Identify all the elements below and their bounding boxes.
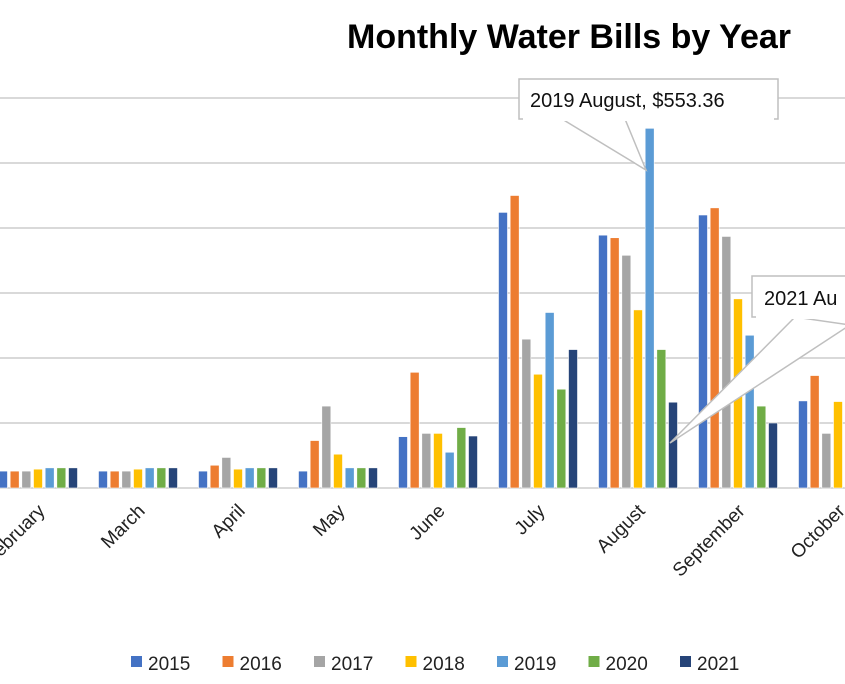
legend-swatch-2019 bbox=[497, 656, 508, 667]
bar-2021-august bbox=[668, 401, 678, 489]
bar-2018-may bbox=[333, 453, 343, 489]
legend-label: 2017 bbox=[331, 654, 373, 675]
bar-2021-march bbox=[168, 467, 178, 489]
bar-2016-june bbox=[409, 371, 420, 489]
bar-2018-october bbox=[833, 401, 843, 489]
bar-2020-may bbox=[356, 467, 367, 489]
legend-label: 2021 bbox=[697, 654, 739, 675]
bar-2019-july bbox=[544, 312, 555, 489]
bar-2021-june bbox=[468, 435, 478, 489]
x-tick-label: February bbox=[0, 500, 50, 569]
bar-2016-may bbox=[309, 440, 320, 489]
bar-2015-october bbox=[798, 400, 808, 489]
bar-2015-february bbox=[0, 470, 8, 489]
bar-2020-july bbox=[556, 388, 567, 489]
bar-2015-august bbox=[598, 234, 608, 489]
legend-label: 2018 bbox=[423, 654, 465, 675]
bar-2019-september bbox=[744, 334, 755, 489]
bar-2020-september bbox=[756, 405, 767, 489]
legend-label: 2019 bbox=[514, 654, 556, 675]
bar-2019-march bbox=[144, 467, 155, 489]
bar-2018-june bbox=[433, 433, 443, 489]
bar-2016-october bbox=[809, 375, 820, 489]
x-tick-label: July bbox=[511, 500, 550, 539]
bar-2019-august bbox=[644, 128, 655, 489]
bar-2015-september bbox=[698, 214, 708, 489]
x-tick-label: August bbox=[593, 500, 650, 557]
legend: 2015 2016 2017 2018 2019 2020 2021 bbox=[131, 654, 739, 675]
x-tick-label: March bbox=[97, 501, 149, 553]
bars bbox=[0, 128, 845, 489]
bar-2017-october bbox=[821, 433, 832, 489]
callouts: 2019 August, $553.36 2021 Au bbox=[518, 78, 845, 444]
bar-2018-february bbox=[33, 468, 43, 489]
bar-2017-may bbox=[321, 405, 332, 489]
bar-2016-february bbox=[9, 470, 20, 489]
bar-2020-april bbox=[256, 467, 267, 489]
bar-2018-july bbox=[533, 373, 543, 489]
bar-2018-march bbox=[133, 468, 143, 489]
legend-swatch-2021 bbox=[680, 656, 691, 667]
bar-2021-may bbox=[368, 467, 378, 489]
bar-2019-may bbox=[344, 467, 355, 489]
bar-2021-september bbox=[768, 422, 778, 489]
bar-2016-july bbox=[509, 195, 520, 489]
legend-swatch-2018 bbox=[405, 656, 417, 667]
legend-label: 2016 bbox=[240, 654, 282, 675]
bar-2016-september bbox=[709, 207, 720, 489]
bar-2017-march bbox=[121, 470, 132, 489]
bar-2018-april bbox=[233, 468, 243, 489]
bar-2017-july bbox=[521, 338, 532, 489]
x-axis-labels: February March April May June July August Septe… bbox=[0, 500, 845, 581]
bar-2021-july bbox=[568, 349, 578, 489]
x-tick-label: October bbox=[787, 500, 845, 563]
bar-2019-april bbox=[244, 467, 255, 489]
legend-swatch-2016 bbox=[222, 656, 234, 667]
gridlines bbox=[0, 97, 845, 489]
legend-swatch-2020 bbox=[588, 656, 600, 667]
bar-2016-march bbox=[109, 470, 120, 489]
bar-2021-april bbox=[268, 467, 278, 489]
bar-2017-september bbox=[721, 236, 732, 489]
bar-2017-april bbox=[221, 457, 232, 489]
callout-box bbox=[518, 78, 779, 120]
legend-label: 2015 bbox=[148, 654, 190, 675]
bar-2016-august bbox=[609, 237, 620, 489]
chart-title: Monthly Water Bills by Year bbox=[347, 18, 791, 56]
legend-swatch-2015 bbox=[131, 656, 142, 667]
bar-2017-june bbox=[421, 433, 432, 489]
bar-2015-june bbox=[398, 436, 408, 489]
bar-2016-april bbox=[209, 464, 220, 489]
callout-2021-august: 2021 Au bbox=[764, 288, 837, 310]
callout-2019-august: 2019 August, $553.36 bbox=[530, 90, 725, 112]
bar-2015-july bbox=[498, 212, 508, 489]
x-tick-label: September bbox=[669, 500, 750, 581]
bar-2021-february bbox=[68, 467, 78, 489]
legend-label: 2020 bbox=[606, 654, 648, 675]
bar-2020-august bbox=[656, 349, 667, 489]
callout-pointer bbox=[669, 316, 845, 444]
x-tick-label: May bbox=[309, 500, 350, 541]
bar-2018-august bbox=[633, 309, 643, 489]
bar-2017-august bbox=[621, 255, 632, 489]
x-tick-label: April bbox=[208, 501, 250, 543]
bar-2019-june bbox=[444, 451, 455, 489]
legend-swatch-2017 bbox=[314, 656, 325, 667]
bar-2015-march bbox=[98, 470, 108, 489]
bar-2015-may bbox=[298, 470, 308, 489]
bar-2015-april bbox=[198, 470, 208, 489]
bar-2019-february bbox=[44, 467, 55, 489]
x-tick-label: June bbox=[406, 501, 450, 545]
bar-2020-march bbox=[156, 467, 167, 489]
bar-2017-february bbox=[21, 470, 32, 489]
bar-2020-june bbox=[456, 427, 467, 489]
bar-2020-february bbox=[56, 467, 67, 489]
